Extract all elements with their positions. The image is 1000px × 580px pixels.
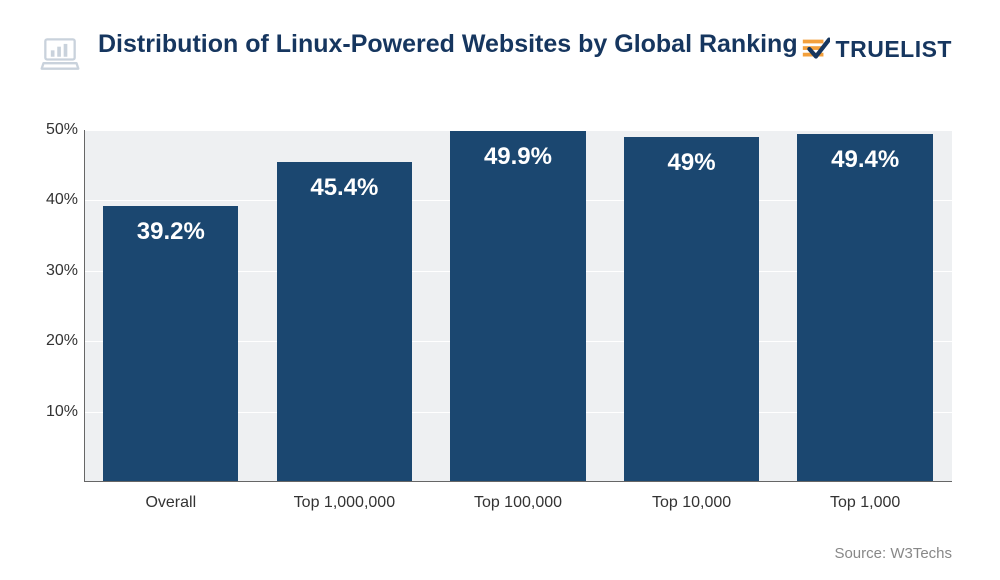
y-tick-label: 20% — [30, 332, 78, 350]
bar-value-label: 49.4% — [797, 146, 932, 174]
y-tick-label: 50% — [30, 121, 78, 139]
y-tick-label: 40% — [30, 191, 78, 209]
title-group: Distribution of Linux-Powered Websites b… — [38, 28, 798, 76]
laptop-chart-icon — [38, 32, 82, 76]
bar-slot: 49.9% — [431, 130, 605, 482]
x-tick-label: Overall — [84, 482, 258, 520]
x-tick-label: Top 1,000 — [778, 482, 952, 520]
page-title: Distribution of Linux-Powered Websites b… — [98, 28, 798, 61]
bar: 49% — [624, 137, 759, 482]
bar: 39.2% — [103, 206, 238, 482]
bar-slot: 49% — [605, 130, 779, 482]
bar: 45.4% — [277, 162, 412, 482]
source-attribution: Source: W3Techs — [834, 545, 952, 562]
plot-area: 39.2% 45.4% 49.9% 49% 49.4% — [84, 130, 952, 482]
bar-slot: 45.4% — [258, 130, 432, 482]
header-row: Distribution of Linux-Powered Websites b… — [0, 0, 1000, 76]
bar-value-label: 49.9% — [450, 143, 585, 171]
y-tick-label: 10% — [30, 403, 78, 421]
bar-value-label: 49% — [624, 149, 759, 177]
x-tick-label: Top 10,000 — [605, 482, 779, 520]
bar: 49.4% — [797, 134, 932, 482]
y-axis-line — [84, 130, 85, 482]
brand-logo: TRUELIST — [800, 34, 952, 64]
bar-slot: 49.4% — [778, 130, 952, 482]
logo-text: TRUELIST — [836, 36, 952, 63]
y-tick-label: 30% — [30, 262, 78, 280]
bar: 49.9% — [450, 131, 585, 482]
x-labels: OverallTop 1,000,000Top 100,000Top 10,00… — [84, 482, 952, 520]
x-tick-label: Top 1,000,000 — [258, 482, 432, 520]
bar-value-label: 39.2% — [103, 218, 238, 246]
logo-check-icon — [800, 34, 830, 64]
x-tick-label: Top 100,000 — [431, 482, 605, 520]
bars-container: 39.2% 45.4% 49.9% 49% 49.4% — [84, 130, 952, 482]
bar-chart: 39.2%45.4%49.9%49%49.4% 10%20%30%40%50% … — [30, 130, 952, 520]
bar-slot: 39.2% — [84, 130, 258, 482]
bar-value-label: 45.4% — [277, 174, 412, 202]
